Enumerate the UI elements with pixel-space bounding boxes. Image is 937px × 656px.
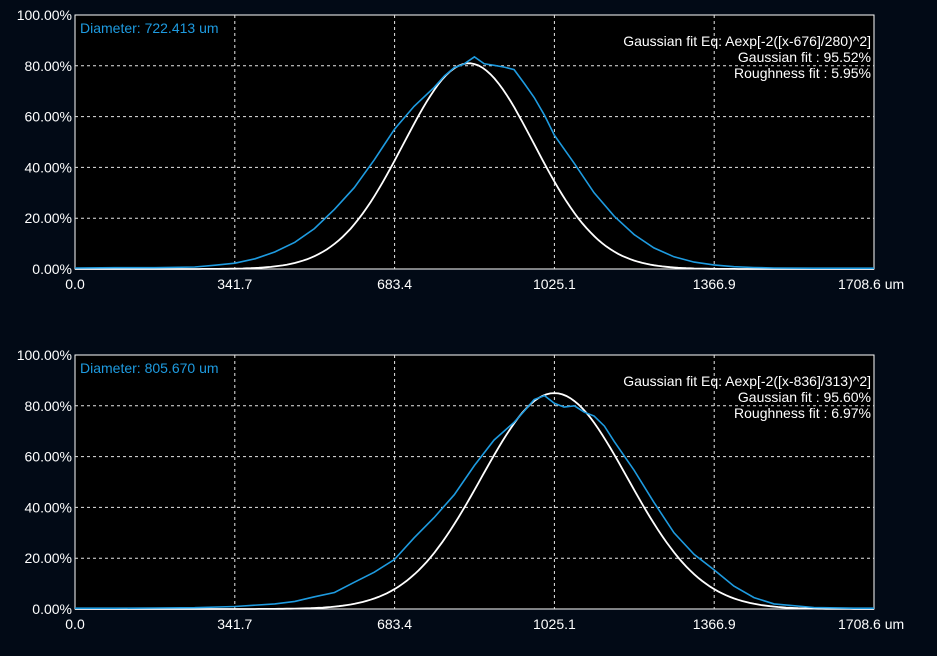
y-tick-label: 40.00% <box>25 159 72 175</box>
y-tick-label: 80.00% <box>25 398 72 414</box>
profile-plot-svg: 0.0 341.7 683.4 1025.1 1366.9 1708.6 um 0.00% 2… <box>17 347 904 632</box>
y-tick-label: 60.00% <box>25 449 72 465</box>
gaussian-fit-label: Gaussian fit : 95.52% <box>738 49 871 65</box>
y-tick-label: 20.00% <box>25 210 72 226</box>
beam-profile-line <box>74 55 874 269</box>
diameter-label: Diameter: 722.413 um <box>80 20 219 36</box>
x-tick-label: 341.7 <box>217 616 252 632</box>
x-tick-label: 1025.1 <box>533 276 576 292</box>
gaussian-fit-line <box>75 62 874 270</box>
roughness-fit-label: Roughness fit : 6.97% <box>734 405 871 421</box>
y-tick-label: 0.00% <box>32 601 72 617</box>
diameter-label: Diameter: 805.670 um <box>80 360 219 376</box>
beam-profile-line <box>75 394 874 609</box>
gridlines <box>75 355 874 609</box>
profile-chart-top: 0.0 341.7 683.4 1025.1 1366.9 1708.6 um 0.00% 2… <box>0 0 937 300</box>
y-tick-label: 100.00% <box>17 347 72 363</box>
plot-area <box>74 354 875 610</box>
x-tick-label: 0.0 <box>65 616 85 632</box>
x-tick-label: 1708.6 um <box>838 616 904 632</box>
y-tick-label: 40.00% <box>25 499 72 515</box>
fit-equation-label: Gaussian fit Eq: Aexp[-2([x-676]/280)^2] <box>623 33 871 49</box>
profile-chart-bottom: 0.0 341.7 683.4 1025.1 1366.9 1708.6 um 0.00% 2… <box>0 340 937 640</box>
x-tick-label: 1708.6 um <box>838 276 904 292</box>
y-tick-label: 80.00% <box>25 58 72 74</box>
y-tick-label: 100.00% <box>17 7 72 23</box>
x-tick-label: 0.0 <box>65 276 85 292</box>
x-tick-label: 683.4 <box>377 616 412 632</box>
x-tick-label: 1366.9 <box>693 276 736 292</box>
gaussian-fit-label: Gaussian fit : 95.60% <box>738 389 871 405</box>
x-tick-label: 1366.9 <box>693 616 736 632</box>
gaussian-fit-line <box>75 392 874 610</box>
y-tick-label: 60.00% <box>25 109 72 125</box>
y-tick-label: 0.00% <box>32 261 72 277</box>
tick-labels: 0.0 341.7 683.4 1025.1 1366.9 1708.6 um 0.00% 2… <box>17 7 904 292</box>
y-tick-label: 20.00% <box>25 550 72 566</box>
x-tick-label: 341.7 <box>217 276 252 292</box>
tick-labels: 0.0 341.7 683.4 1025.1 1366.9 1708.6 um 0.00% 2… <box>17 347 904 632</box>
profile-plot-svg: 0.0 341.7 683.4 1025.1 1366.9 1708.6 um 0.00% 2… <box>17 7 904 292</box>
x-tick-label: 683.4 <box>377 276 412 292</box>
roughness-fit-label: Roughness fit : 5.95% <box>734 65 871 81</box>
gridlines <box>75 15 874 269</box>
fit-equation-label: Gaussian fit Eq: Aexp[-2([x-836]/313)^2] <box>623 373 871 389</box>
x-tick-label: 1025.1 <box>533 616 576 632</box>
